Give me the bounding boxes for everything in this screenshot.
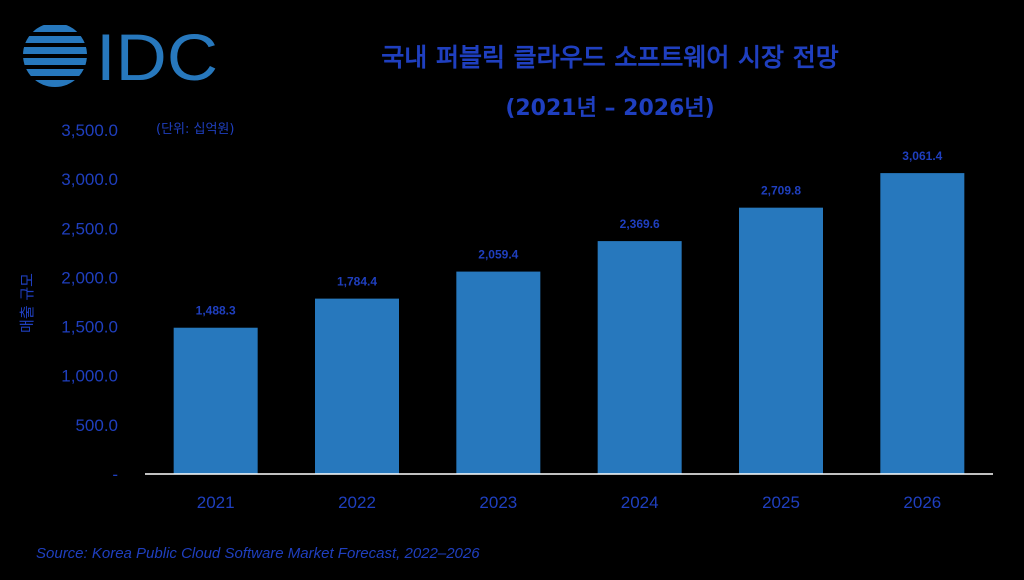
y-axis-title: 매출 규모 <box>18 273 36 333</box>
data-label: 1,784.4 <box>337 275 377 289</box>
data-label: 1,488.3 <box>196 304 236 318</box>
x-tick-label: 2022 <box>338 493 376 512</box>
y-tick-label: 1,000.0 <box>61 367 118 386</box>
chart-title: 국내 퍼블릭 클라우드 소프트웨어 시장 전망 <box>381 43 839 72</box>
source-note: Source: Korea Public Cloud Software Mark… <box>36 545 480 562</box>
globe-icon <box>23 25 87 87</box>
unit-note: (단위: 십억원) <box>156 122 235 137</box>
bar <box>315 298 399 474</box>
data-label: 2,369.6 <box>620 217 660 231</box>
data-label: 2,059.4 <box>478 248 518 262</box>
y-tick-label: 500.0 <box>75 416 118 435</box>
idc-logo: IDC <box>23 20 218 90</box>
y-tick-label: 1,500.0 <box>61 318 118 337</box>
x-tick-label: 2025 <box>762 493 800 512</box>
y-tick-label: 2,000.0 <box>61 268 118 287</box>
bar <box>456 271 541 474</box>
x-tick-label: 2023 <box>479 493 517 512</box>
x-tick-label: 2021 <box>197 493 235 512</box>
bar <box>597 241 682 474</box>
bar <box>880 173 965 475</box>
bar <box>739 207 823 474</box>
x-tick-label: 2024 <box>621 493 659 512</box>
data-label: 2,709.8 <box>761 184 801 198</box>
bar <box>173 327 258 474</box>
logo-wordmark: IDC <box>96 20 218 90</box>
chart-subtitle: (2021년 – 2026년) <box>505 96 715 121</box>
x-tick-label: 2026 <box>903 493 941 512</box>
y-tick-label: - <box>112 465 118 484</box>
y-tick-label: 3,000.0 <box>61 170 118 189</box>
data-label: 3,061.4 <box>902 149 942 163</box>
y-tick-label: 3,500.0 <box>61 121 118 140</box>
y-tick-label: 2,500.0 <box>61 219 118 238</box>
